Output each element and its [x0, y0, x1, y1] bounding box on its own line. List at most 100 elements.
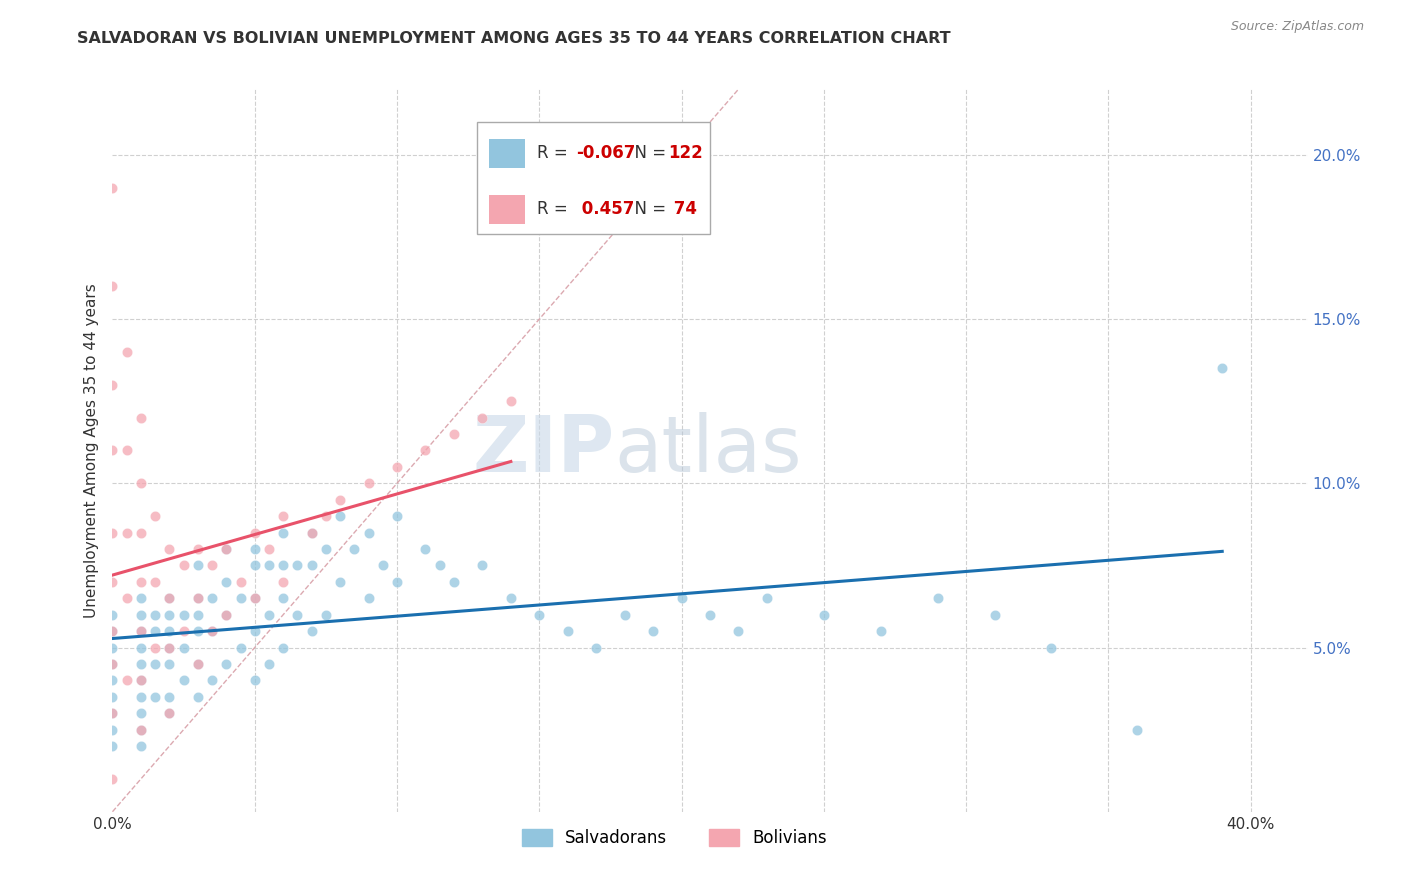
Point: [271, 591, 294, 606]
Point: [201, 624, 224, 639]
Point: [471, 558, 494, 573]
Text: 74: 74: [668, 200, 697, 218]
Point: [173, 640, 195, 655]
Point: [101, 640, 124, 655]
Point: [1040, 640, 1063, 655]
Point: [101, 624, 124, 639]
Point: [371, 558, 394, 573]
Point: [187, 690, 209, 704]
Point: [173, 558, 195, 573]
Point: [129, 574, 152, 589]
Point: [129, 690, 152, 704]
Point: [157, 591, 180, 606]
Point: [529, 607, 551, 622]
Text: SALVADORAN VS BOLIVIAN UNEMPLOYMENT AMONG AGES 35 TO 44 YEARS CORRELATION CHART: SALVADORAN VS BOLIVIAN UNEMPLOYMENT AMON…: [77, 31, 950, 46]
Point: [343, 541, 366, 556]
Point: [755, 591, 778, 606]
Point: [271, 509, 294, 524]
Point: [301, 525, 323, 540]
Point: [301, 624, 323, 639]
Point: [229, 640, 252, 655]
Text: 0.457: 0.457: [576, 200, 634, 218]
Point: [243, 558, 266, 573]
Point: [143, 607, 166, 622]
Point: [101, 377, 124, 392]
Point: [271, 558, 294, 573]
Point: [243, 591, 266, 606]
Point: [983, 607, 1005, 622]
Point: [301, 525, 323, 540]
Point: [143, 640, 166, 655]
Point: [271, 640, 294, 655]
Point: [129, 723, 152, 737]
Point: [101, 624, 124, 639]
Point: [101, 673, 124, 688]
Text: N =: N =: [624, 145, 671, 162]
Point: [129, 476, 152, 491]
Text: R =: R =: [537, 200, 572, 218]
Point: [129, 640, 152, 655]
Point: [115, 443, 138, 458]
Point: [129, 723, 152, 737]
Point: [187, 657, 209, 671]
Point: [315, 607, 337, 622]
Point: [243, 591, 266, 606]
Point: [173, 624, 195, 639]
Point: [385, 459, 408, 474]
Point: [243, 624, 266, 639]
Point: [271, 525, 294, 540]
Point: [671, 591, 693, 606]
Point: [187, 607, 209, 622]
Point: [243, 673, 266, 688]
Point: [187, 624, 209, 639]
Point: [101, 739, 124, 753]
Point: [215, 541, 238, 556]
Point: [499, 394, 522, 409]
Point: [157, 591, 180, 606]
FancyBboxPatch shape: [489, 138, 524, 168]
Point: [157, 706, 180, 721]
Point: [101, 279, 124, 293]
Point: [869, 624, 891, 639]
Point: [187, 591, 209, 606]
Point: [499, 591, 522, 606]
FancyBboxPatch shape: [477, 121, 710, 234]
Point: [157, 640, 180, 655]
Point: [201, 591, 224, 606]
Point: [243, 541, 266, 556]
Point: [157, 640, 180, 655]
Point: [101, 706, 124, 721]
Point: [101, 690, 124, 704]
Point: [129, 624, 152, 639]
Point: [101, 574, 124, 589]
Point: [357, 591, 380, 606]
Point: [415, 541, 437, 556]
Point: [257, 607, 280, 622]
Point: [129, 739, 152, 753]
Point: [187, 541, 209, 556]
Text: atlas: atlas: [614, 412, 801, 489]
Point: [101, 607, 124, 622]
Point: [101, 772, 124, 786]
Point: [329, 492, 352, 507]
Point: [429, 558, 451, 573]
Point: [187, 591, 209, 606]
Point: [315, 509, 337, 524]
Point: [115, 345, 138, 359]
Point: [115, 525, 138, 540]
Point: [215, 657, 238, 671]
Point: [1211, 361, 1233, 376]
Point: [415, 443, 437, 458]
Point: [129, 657, 152, 671]
Point: [287, 558, 309, 573]
Point: [143, 574, 166, 589]
Point: [813, 607, 835, 622]
Point: [143, 690, 166, 704]
Point: [585, 640, 607, 655]
Point: [101, 657, 124, 671]
Point: [443, 427, 465, 442]
Point: [557, 624, 579, 639]
Point: [115, 673, 138, 688]
Point: [243, 525, 266, 540]
Point: [215, 574, 238, 589]
